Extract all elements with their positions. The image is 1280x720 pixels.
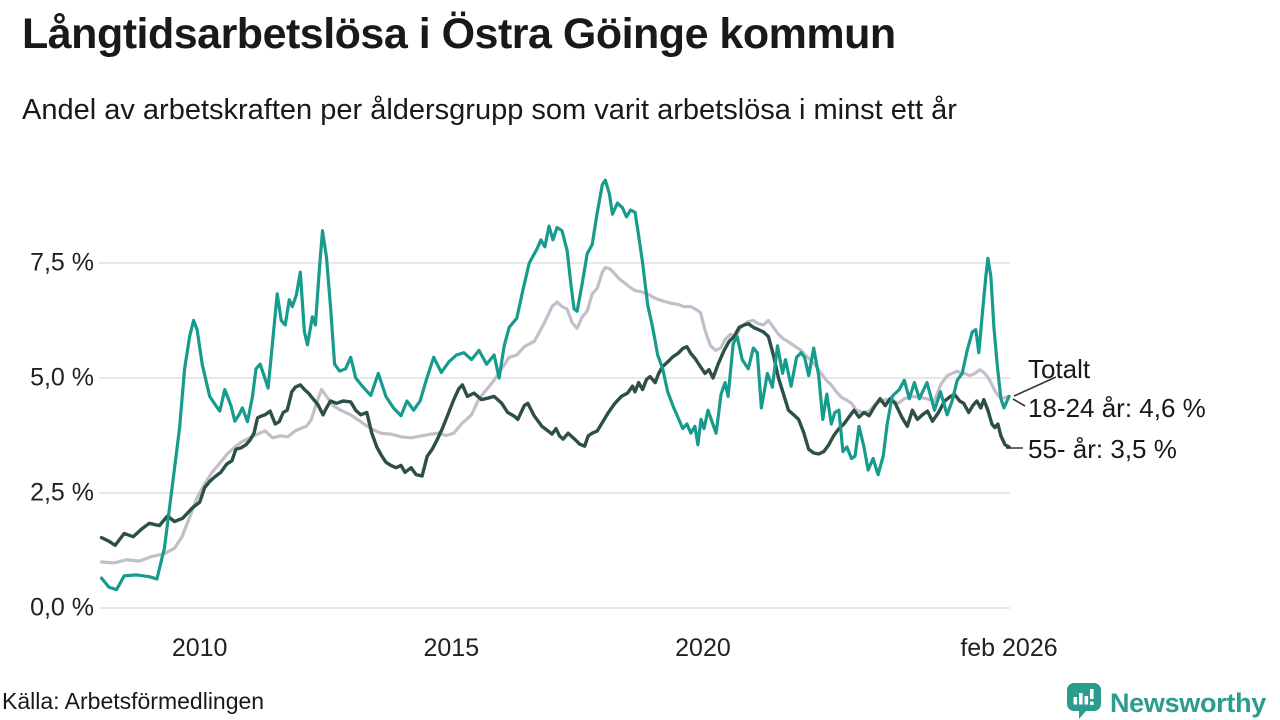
x-tick-label: 2010 — [171, 634, 228, 662]
bar-chart-speech-bubble-icon — [1066, 682, 1102, 720]
series-line-55-r — [99, 322, 1011, 548]
end-label-55: 55- år: 3,5 % — [1028, 434, 1177, 464]
page-subtitle: Andel av arbetskraften per åldersgrupp s… — [22, 94, 957, 126]
y-tick-label: 5,0 % — [30, 363, 94, 392]
brand-logo: Newsworthy — [1066, 682, 1266, 720]
source-note: Källa: Arbetsförmedlingen — [2, 688, 265, 714]
annotation-connector — [1012, 398, 1026, 407]
x-tick-label: 2015 — [423, 634, 480, 662]
page-title: Långtidsarbetslösa i Östra Göinge kommun — [22, 10, 896, 58]
y-tick-label: 7,5 % — [30, 248, 94, 277]
x-tick-label: 2020 — [675, 634, 731, 662]
series-line-18-24-r — [99, 178, 1011, 592]
x-tick-label: feb 2026 — [960, 634, 1058, 662]
brand-name: Newsworthy — [1109, 688, 1266, 718]
y-tick-label: 0,0 % — [30, 593, 94, 622]
end-label-totalt: Totalt — [1028, 354, 1091, 384]
y-tick-label: 2,5 % — [30, 478, 94, 507]
annotation-connector — [1013, 376, 1057, 397]
end-label-18-24: 18-24 år: 4,6 % — [1028, 393, 1206, 423]
